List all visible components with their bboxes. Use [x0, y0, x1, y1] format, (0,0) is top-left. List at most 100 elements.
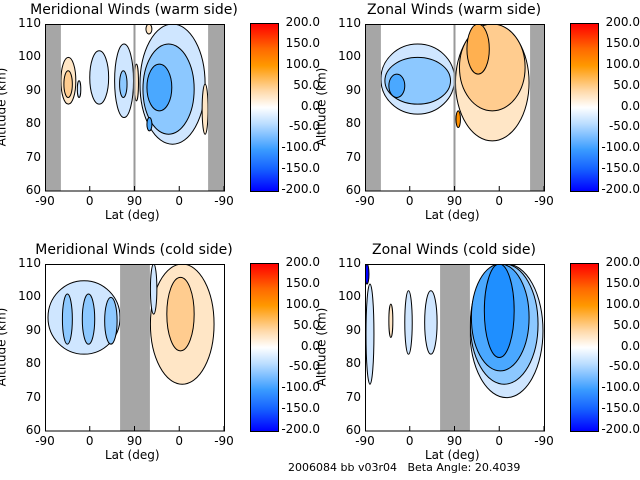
colorbar-tick-label: 0.0 — [620, 98, 640, 113]
y-tick-label: 60 — [345, 423, 361, 437]
y-tick-label: 70 — [345, 149, 361, 164]
colorbar-tick-label: 200.0 — [605, 255, 640, 269]
x-tick-label: 0 — [495, 434, 504, 448]
colorbar-tick-label: 100.0 — [285, 56, 320, 71]
x-tick-label: 90 — [126, 434, 143, 448]
colorbar-tick-label: 200.0 — [285, 255, 320, 269]
y-tick-label: 70 — [25, 149, 41, 164]
colorbar-tick-label: -200.0 — [281, 422, 320, 436]
contour-region — [61, 293, 73, 345]
contour-region — [466, 24, 490, 75]
x-tick-label: 0 — [175, 194, 184, 208]
panel-meridional-winds-warm-side: Meridional Winds (warm side) Lat (deg) Alt… — [0, 0, 320, 240]
contour-region — [89, 50, 110, 105]
y-axis-label: Altitude (km) — [314, 67, 329, 147]
colorbar-tick-label: 0.0 — [620, 338, 640, 353]
y-axis-label: Altitude (km) — [0, 67, 9, 147]
x-tick-label: -90 — [214, 434, 234, 448]
x-tick-label: -90 — [35, 194, 55, 208]
y-tick-label: 90 — [25, 322, 41, 337]
y-axis-label: Altitude (km) — [0, 307, 9, 387]
y-tick-label: 110 — [338, 256, 361, 270]
x-tick-label: -90 — [355, 194, 375, 208]
colorbar — [570, 263, 599, 432]
contour-region — [455, 110, 461, 129]
y-tick-label: 90 — [345, 82, 361, 97]
contour-region — [201, 83, 209, 135]
colorbar-tick-label: 50.0 — [613, 317, 640, 332]
contour-region — [145, 24, 153, 35]
no-data-band — [208, 24, 224, 191]
contour-plot — [365, 264, 545, 432]
contour-region — [424, 290, 438, 355]
colorbar-tick-label: -200.0 — [281, 182, 320, 196]
colorbar-tick-label: -150.0 — [281, 161, 320, 176]
y-tick-label: 80 — [345, 116, 361, 131]
colorbar-tick-label: 50.0 — [293, 77, 320, 92]
panel-zonal-winds-cold-side: Zonal Winds (cold side) Lat (deg) Altitude… — [314, 240, 640, 480]
x-tick-label: 0 — [85, 434, 94, 448]
y-tick-label: 100 — [338, 289, 361, 304]
colorbar-tick-label: -100.0 — [601, 380, 640, 395]
colorbar-tick-label: 50.0 — [293, 317, 320, 332]
contour-region — [483, 264, 515, 359]
contour-region — [404, 290, 413, 355]
chart-title: Zonal Winds (cold side) — [372, 242, 536, 258]
y-tick-label: 100 — [18, 49, 41, 64]
x-tick-label: 0 — [495, 194, 504, 208]
contour-region — [146, 63, 173, 112]
contour-region — [388, 73, 406, 98]
colorbar-tick-label: -50.0 — [608, 119, 640, 134]
x-tick-label: 0 — [405, 434, 414, 448]
colorbar-tick-label: 150.0 — [285, 35, 320, 50]
colorbar-tick-label: 200.0 — [285, 15, 320, 29]
colorbar-tick-label: 200.0 — [605, 15, 640, 29]
chart-title: Zonal Winds (warm side) — [366, 2, 542, 18]
footer-caption: 2006084 bb v03r04 Beta Angle: 20.4039 — [288, 461, 521, 474]
y-tick-label: 80 — [25, 116, 41, 131]
contour-plot — [45, 24, 225, 192]
x-tick-label: 90 — [446, 434, 463, 448]
y-tick-label: 100 — [18, 289, 41, 304]
x-axis-label: Lat (deg) — [105, 208, 160, 222]
x-axis-label: Lat (deg) — [425, 208, 480, 222]
panel-meridional-winds-cold-side: Meridional Winds (cold side) Lat (deg) Alt… — [0, 240, 320, 480]
x-tick-label: 90 — [126, 194, 143, 208]
no-data-band — [530, 24, 544, 191]
colorbar-tick-label: -150.0 — [601, 401, 640, 416]
no-data-band — [365, 24, 381, 191]
colorbar-tick-label: 100.0 — [605, 296, 640, 311]
colorbar-tick-label: 0.0 — [300, 98, 320, 113]
colorbar-tick-label: -150.0 — [601, 161, 640, 176]
contour-region — [149, 264, 158, 315]
x-tick-label: 0 — [405, 194, 414, 208]
y-tick-label: 80 — [345, 356, 361, 371]
colorbar — [570, 23, 599, 192]
y-tick-label: 100 — [338, 49, 361, 64]
x-axis-label: Lat (deg) — [425, 448, 480, 462]
x-tick-label: -90 — [35, 434, 55, 448]
colorbar-tick-label: -200.0 — [601, 422, 640, 436]
colorbar-tick-label: 100.0 — [605, 56, 640, 71]
y-axis-label: Altitude (km) — [314, 307, 329, 387]
contour-region — [63, 70, 73, 98]
chart-title: Meridional Winds (cold side) — [35, 242, 233, 258]
y-tick-label: 90 — [345, 322, 361, 337]
y-tick-label: 70 — [345, 389, 361, 404]
contour-plot — [365, 24, 545, 192]
x-tick-label: -90 — [355, 434, 375, 448]
panel-zonal-winds-warm-side: Zonal Winds (warm side) Lat (deg) Altitude… — [314, 0, 640, 240]
chart-title: Meridional Winds (warm side) — [30, 2, 238, 18]
contour-region — [146, 117, 153, 132]
contour-region — [365, 283, 375, 385]
colorbar — [250, 263, 279, 432]
contour-region — [119, 70, 128, 98]
x-tick-label: -90 — [534, 194, 554, 208]
colorbar-tick-label: -100.0 — [601, 140, 640, 155]
contour-region — [104, 296, 118, 345]
no-data-band — [120, 264, 150, 431]
colorbar-tick-label: -200.0 — [601, 182, 640, 196]
y-tick-label: 90 — [25, 82, 41, 97]
colorbar-tick-label: 0.0 — [300, 338, 320, 353]
y-tick-label: 70 — [25, 389, 41, 404]
